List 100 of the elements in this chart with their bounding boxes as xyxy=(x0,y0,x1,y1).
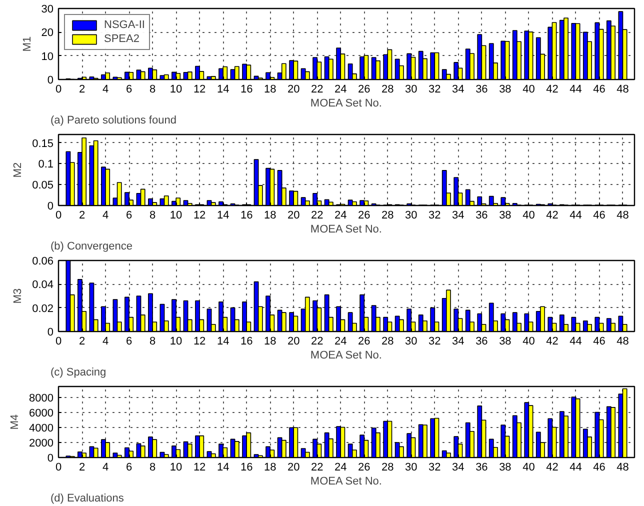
y-tick-label: 0.06 xyxy=(32,256,54,268)
x-tick-label: 30 xyxy=(405,210,418,222)
x-tick-label: 22 xyxy=(310,84,324,96)
x-tick-label: 34 xyxy=(452,210,464,222)
x-tick-label: 6 xyxy=(126,336,132,348)
text: (b) Convergence xyxy=(50,240,132,252)
x-tick-label: 12 xyxy=(193,462,206,474)
text: (c) Spacing xyxy=(50,366,106,378)
x-tick-label: 10 xyxy=(170,336,182,348)
y-axis-title: M2 xyxy=(12,162,24,178)
x-tick-label: 16 xyxy=(240,210,253,222)
x-tick-label: 38 xyxy=(499,84,512,96)
x-tick-label: 48 xyxy=(616,210,629,222)
x-tick-label: 14 xyxy=(216,84,230,96)
x-tick-label: 22 xyxy=(310,210,324,222)
x-tick-label: 14 xyxy=(216,210,230,222)
x-tick-label: 36 xyxy=(476,336,488,348)
x-tick-label: 10 xyxy=(170,84,182,96)
y-tick-label: 2000 xyxy=(29,438,54,450)
x-tick-label: 8 xyxy=(149,336,156,348)
x-tick-label: 20 xyxy=(287,84,300,96)
x-tick-label: 28 xyxy=(382,210,394,222)
x-tick-label: 18 xyxy=(264,336,276,348)
y-tick-label: 8000 xyxy=(29,392,54,405)
y-tick-label: 0 xyxy=(47,200,54,212)
x-tick-label: 38 xyxy=(499,336,512,348)
x-tick-label: 42 xyxy=(546,462,558,474)
x-tick-label: 28 xyxy=(382,462,394,474)
y-tick-label: 0.05 xyxy=(32,180,54,192)
x-tick-label: 0 xyxy=(55,84,62,96)
y-tick-label: 0.02 xyxy=(32,302,54,315)
y-tick-label: 0.04 xyxy=(32,279,54,292)
x-tick-label: 36 xyxy=(476,84,488,96)
x-tick-label: 32 xyxy=(428,462,441,474)
y-axis-title: M3 xyxy=(12,288,24,304)
x-tick-label: 48 xyxy=(616,462,629,474)
x-tick-label: 44 xyxy=(570,336,582,348)
x-tick-label: 0 xyxy=(55,462,62,474)
x-tick-label: 26 xyxy=(358,462,370,474)
x-tick-label: 40 xyxy=(522,336,535,348)
x-tick-label: 26 xyxy=(358,84,370,96)
x-tick-label: 6 xyxy=(126,210,132,222)
x-tick-label: 14 xyxy=(216,336,230,348)
x-tick-label: 8 xyxy=(149,462,156,474)
x-tick-label: 34 xyxy=(452,336,464,348)
x-tick-label: 42 xyxy=(546,336,558,348)
x-tick-label: 30 xyxy=(405,84,418,96)
x-tick-label: 48 xyxy=(616,336,629,348)
x-tick-label: 10 xyxy=(170,210,182,222)
x-tick-label: 2 xyxy=(78,210,86,222)
x-tick-label: 34 xyxy=(452,84,464,96)
x-axis-title: MOEA Set No. xyxy=(310,98,382,110)
x-tick-label: 0 xyxy=(55,336,62,348)
x-tick-label: 16 xyxy=(240,462,253,474)
x-tick-label: 46 xyxy=(593,210,606,222)
x-axis-title: MOEA Set No. xyxy=(310,476,382,488)
x-tick-label: 32 xyxy=(428,336,441,348)
x-tick-label: 46 xyxy=(593,462,606,474)
x-tick-label: 40 xyxy=(522,84,535,96)
legend-label: NSGA-II xyxy=(104,19,145,31)
x-tick-label: 24 xyxy=(334,462,347,474)
x-tick-label: 6 xyxy=(126,462,132,474)
x-tick-label: 36 xyxy=(476,210,488,222)
x-tick-label: 32 xyxy=(428,210,441,222)
x-tick-label: 32 xyxy=(428,84,441,96)
y-axis-title: M4 xyxy=(9,414,22,430)
y-axis-title: M1 xyxy=(21,36,34,52)
x-tick-label: 8 xyxy=(149,210,156,222)
x-tick-label: 6 xyxy=(126,84,132,96)
x-tick-label: 20 xyxy=(287,210,300,222)
x-tick-label: 22 xyxy=(310,336,324,348)
x-tick-label: 16 xyxy=(240,336,253,348)
x-tick-label: 44 xyxy=(570,462,582,474)
x-tick-label: 12 xyxy=(193,210,206,222)
y-tick-label: 0 xyxy=(47,74,54,86)
x-tick-label: 22 xyxy=(310,462,324,474)
x-tick-label: 40 xyxy=(522,462,535,474)
y-tick-label: 4000 xyxy=(29,422,54,435)
y-tick-label: 0 xyxy=(47,452,54,464)
x-tick-label: 48 xyxy=(616,84,629,96)
x-tick-label: 24 xyxy=(334,84,347,96)
legend-label: SPEA2 xyxy=(104,33,140,45)
x-tick-label: 26 xyxy=(358,210,370,222)
x-tick-label: 30 xyxy=(405,462,418,474)
x-tick-label: 2 xyxy=(78,84,86,96)
x-tick-label: 42 xyxy=(546,84,558,96)
x-tick-label: 4 xyxy=(102,336,109,348)
text: (a) Pareto solutions found xyxy=(50,114,176,126)
x-tick-label: 24 xyxy=(334,336,347,348)
y-tick-label: 10 xyxy=(41,50,54,63)
x-tick-label: 4 xyxy=(102,210,109,222)
y-tick-label: 0.15 xyxy=(32,138,54,150)
x-tick-label: 34 xyxy=(452,462,464,474)
x-tick-label: 4 xyxy=(102,462,109,474)
y-tick-label: 0.1 xyxy=(38,158,54,171)
x-tick-label: 44 xyxy=(570,210,582,222)
x-tick-label: 18 xyxy=(264,210,276,222)
x-tick-label: 26 xyxy=(358,336,370,348)
y-tick-label: 0 xyxy=(47,326,54,338)
x-tick-label: 42 xyxy=(546,210,558,222)
